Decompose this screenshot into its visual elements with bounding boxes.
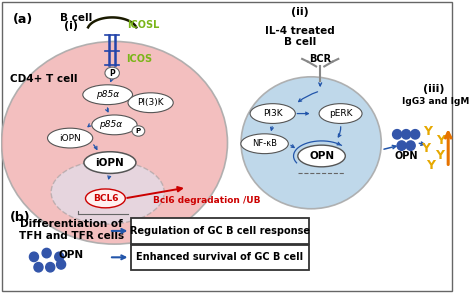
Text: OPN: OPN	[394, 151, 418, 161]
Text: (i): (i)	[64, 21, 79, 31]
Text: CD4+ T cell: CD4+ T cell	[10, 74, 78, 84]
Text: ICOSL: ICOSL	[127, 20, 159, 30]
Text: (a): (a)	[13, 13, 33, 26]
Text: Y: Y	[423, 124, 432, 137]
Ellipse shape	[85, 189, 125, 208]
Circle shape	[46, 263, 55, 272]
Text: (b): (b)	[9, 211, 30, 224]
Text: Bcl6 degradation /UB: Bcl6 degradation /UB	[154, 196, 261, 205]
Text: Y: Y	[421, 142, 430, 155]
Text: iOPN: iOPN	[96, 158, 124, 168]
Text: Enhanced survival of GC B cell: Enhanced survival of GC B cell	[136, 252, 303, 262]
Circle shape	[401, 130, 410, 139]
Ellipse shape	[47, 128, 93, 148]
Text: IgG3 and IgM: IgG3 and IgM	[402, 97, 469, 106]
Ellipse shape	[51, 160, 164, 224]
Ellipse shape	[250, 104, 295, 124]
Text: Y: Y	[437, 134, 446, 147]
Text: IL-4 treated
B cell: IL-4 treated B cell	[265, 26, 335, 47]
Text: BCL6: BCL6	[92, 194, 118, 203]
Ellipse shape	[298, 145, 345, 167]
FancyBboxPatch shape	[131, 218, 309, 244]
Text: (iii): (iii)	[422, 83, 444, 94]
Ellipse shape	[92, 115, 137, 135]
Text: OPN: OPN	[59, 250, 84, 260]
Ellipse shape	[241, 77, 381, 209]
Ellipse shape	[128, 93, 173, 113]
Ellipse shape	[1, 42, 228, 244]
Circle shape	[42, 248, 51, 258]
Text: OPN: OPN	[309, 151, 334, 161]
Circle shape	[55, 252, 64, 262]
FancyBboxPatch shape	[131, 245, 309, 270]
Ellipse shape	[83, 85, 133, 105]
Text: NF-κB: NF-κB	[252, 139, 277, 148]
Ellipse shape	[319, 104, 362, 124]
Text: p85α: p85α	[99, 120, 122, 130]
Circle shape	[29, 252, 38, 262]
Text: Regulation of GC B cell response: Regulation of GC B cell response	[130, 226, 310, 236]
Circle shape	[406, 141, 415, 150]
Text: iOPN: iOPN	[59, 134, 81, 142]
Circle shape	[397, 141, 406, 150]
Ellipse shape	[84, 152, 136, 173]
Circle shape	[34, 263, 43, 272]
Circle shape	[392, 130, 401, 139]
Text: p85α: p85α	[96, 90, 119, 99]
Ellipse shape	[105, 67, 119, 79]
Circle shape	[410, 130, 419, 139]
Text: BCR: BCR	[309, 54, 331, 64]
Text: (ii): (ii)	[291, 7, 309, 17]
Text: pERK: pERK	[329, 109, 352, 118]
Text: PI3K: PI3K	[263, 109, 283, 118]
Text: Y: Y	[435, 150, 444, 163]
Text: Y: Y	[426, 159, 435, 172]
Text: Differentiation of
TFH and TFR cells: Differentiation of TFH and TFR cells	[19, 219, 124, 241]
Circle shape	[56, 260, 65, 269]
Text: P: P	[109, 68, 115, 78]
Text: B cell: B cell	[60, 13, 92, 23]
Text: P: P	[136, 128, 141, 134]
Text: ICOS: ICOS	[126, 54, 152, 64]
Ellipse shape	[241, 134, 288, 154]
Text: PI(3)K: PI(3)K	[137, 98, 164, 107]
Ellipse shape	[132, 126, 145, 136]
